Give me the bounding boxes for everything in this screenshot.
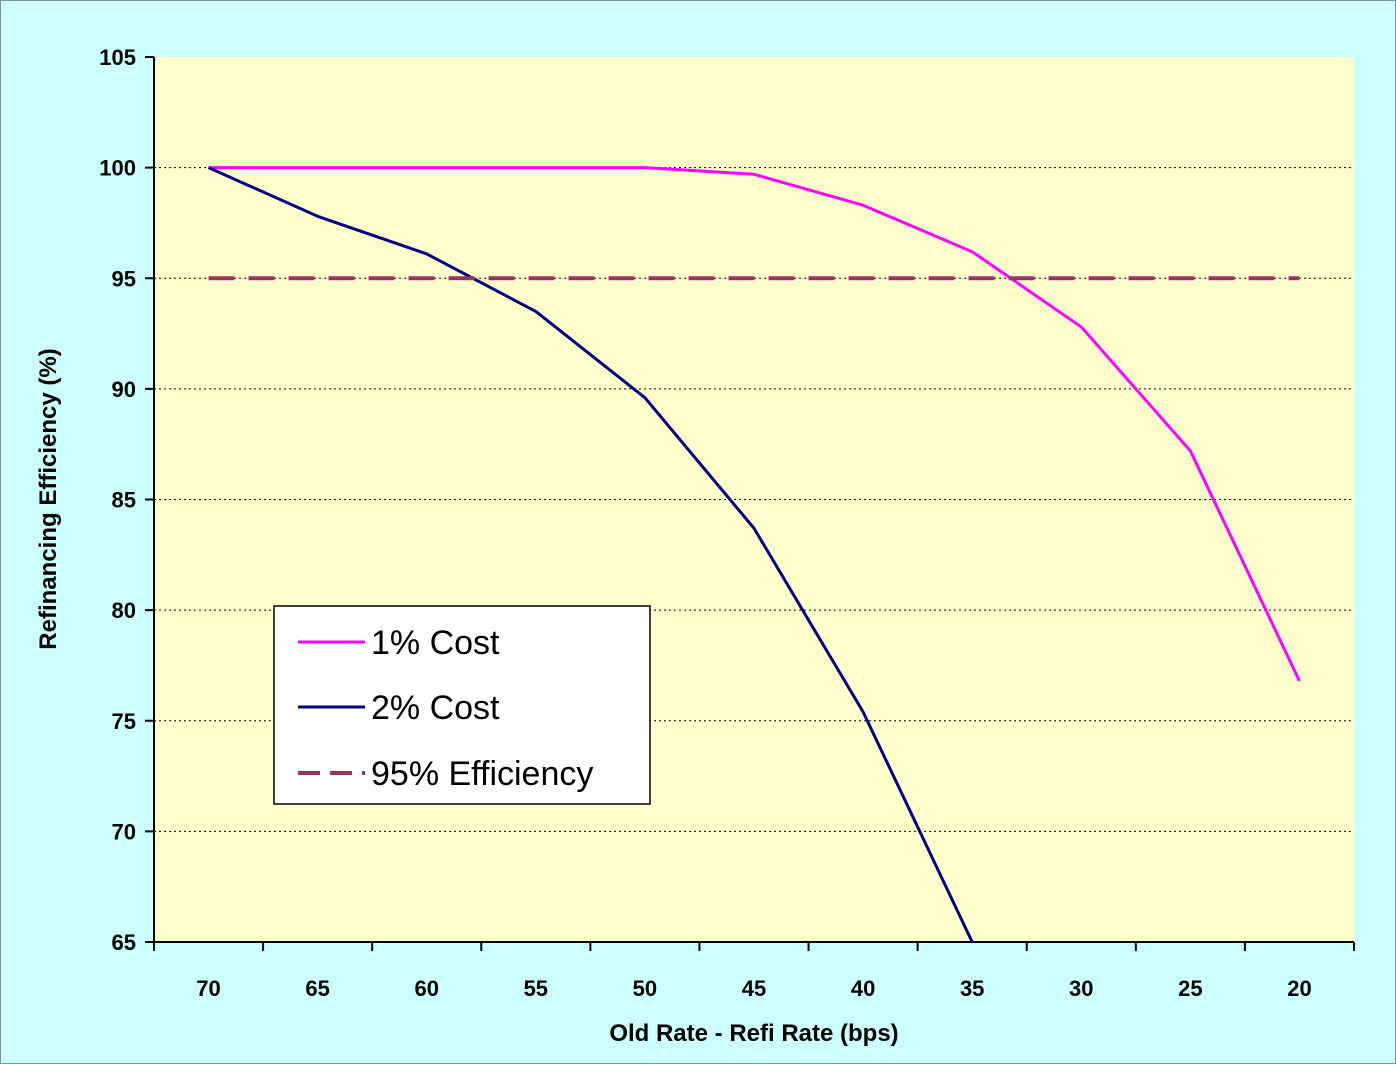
series-line-1 xyxy=(207,166,974,943)
x-tick-label: 45 xyxy=(742,976,766,1001)
y-axis-title: Refinancing Efficiency (%) xyxy=(35,348,62,649)
x-tick-label: 50 xyxy=(633,976,657,1001)
x-tick-label: 25 xyxy=(1178,976,1202,1001)
x-tick-label: 20 xyxy=(1287,976,1311,1001)
legend-label: 1% Cost xyxy=(371,624,500,662)
x-tick-label: 40 xyxy=(851,976,875,1001)
x-tick-label: 30 xyxy=(1069,976,1093,1001)
legend-label: 2% Cost xyxy=(371,689,500,727)
axes xyxy=(145,56,1355,951)
y-tick-labels: 65 70 75 80 85 90 95 100 105 xyxy=(99,45,136,955)
y-tick-label: 70 xyxy=(112,819,136,844)
y-tick-label: 75 xyxy=(112,709,136,734)
x-tick-labels: 70 65 60 55 50 45 40 35 30 25 20 xyxy=(196,976,1311,1001)
x-tick-label: 55 xyxy=(524,976,548,1001)
x-tick-label: 70 xyxy=(196,976,220,1001)
y-tick-label: 100 xyxy=(99,156,136,181)
y-tick-label: 65 xyxy=(112,930,136,955)
y-tick-label: 95 xyxy=(112,266,136,291)
x-tick-label: 65 xyxy=(305,976,329,1001)
y-tick-label: 80 xyxy=(112,598,136,623)
series-lines xyxy=(207,166,1301,943)
y-tick-label: 85 xyxy=(112,488,136,513)
legend: 1% Cost 2% Cost 95% Efficiency xyxy=(273,605,651,805)
y-tick-label: 90 xyxy=(112,377,136,402)
legend-label: 95% Efficiency xyxy=(371,755,593,793)
series-line-0 xyxy=(208,166,1301,682)
x-tick-label: 35 xyxy=(960,976,984,1001)
x-tick-label: 60 xyxy=(414,976,438,1001)
y-tick-label: 105 xyxy=(99,45,136,70)
x-axis-title: Old Rate - Refi Rate (bps) xyxy=(609,1020,898,1047)
